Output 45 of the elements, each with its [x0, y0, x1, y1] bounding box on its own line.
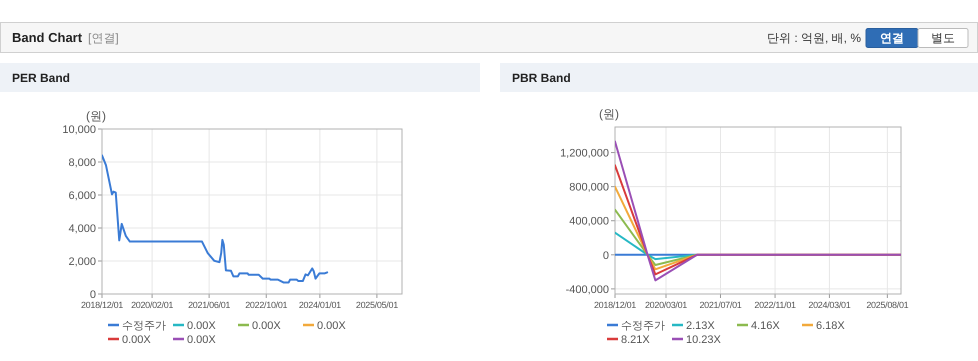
y-tick-label: 1,200,000: [560, 148, 609, 160]
x-tick-label: 2021/06/01: [188, 300, 230, 310]
legend-label: 0.00X: [187, 334, 216, 346]
y-tick-label: 2,000: [68, 256, 96, 268]
y-tick-label: 6,000: [68, 190, 96, 202]
text: [연결]: [88, 31, 119, 45]
text: 단위 : 억원, 배, %: [766, 31, 862, 45]
x-tick-label: 2018/12/01: [80, 300, 124, 310]
x-tick-label: 2021/07/01: [699, 300, 742, 310]
legend-label: 0.00X: [187, 320, 216, 332]
legend-label: 6.18X: [816, 320, 846, 332]
y-tick-label: 8,000: [68, 157, 96, 169]
x-tick-label: 2024/03/01: [808, 300, 851, 310]
legend-label: 0.00X: [317, 320, 346, 332]
x-tick-label: 2024/01/01: [298, 300, 342, 310]
legend-label: 2.13X: [686, 320, 716, 332]
y-tick-label: 800,000: [569, 182, 609, 194]
line-series: [102, 154, 328, 284]
legend-label: 0.00X: [252, 320, 282, 332]
x-tick-label: 2025/05/01: [356, 300, 398, 310]
x-tick-label: 2020/02/01: [131, 300, 174, 310]
y-axis-title: (원): [599, 107, 619, 121]
x-tick-label: 2020/03/01: [644, 300, 688, 310]
y-tick-label: 400,000: [569, 216, 609, 228]
legend-label: 4.16X: [751, 320, 780, 332]
chart-title: PBR Band: [512, 71, 571, 85]
x-tick-label: 2018/12/01: [594, 300, 636, 310]
legend-label: 수정주가: [621, 320, 665, 332]
legend-label: 수정주가: [122, 320, 166, 332]
x-tick-label: 2025/08/01: [866, 300, 909, 310]
y-tick-label: 4,000: [68, 223, 96, 235]
y-axis-title: (원): [86, 109, 106, 123]
legend-label: 10.23X: [686, 334, 722, 346]
legend-label: 8.21X: [621, 334, 650, 346]
chart-title: PER Band: [12, 71, 70, 85]
legend-label: 0.00X: [122, 334, 152, 346]
x-tick-label: 2022/11/01: [754, 300, 796, 310]
x-tick-label: 2022/10/01: [245, 300, 288, 310]
text: Band Chart: [12, 30, 83, 45]
y-tick-label: -400,000: [566, 284, 609, 296]
y-tick-label: 0: [90, 289, 96, 301]
text: 연결: [880, 31, 904, 45]
y-tick-label: 0: [602, 250, 609, 262]
y-tick-label: 10,000: [62, 124, 96, 136]
text: 별도: [931, 31, 955, 45]
